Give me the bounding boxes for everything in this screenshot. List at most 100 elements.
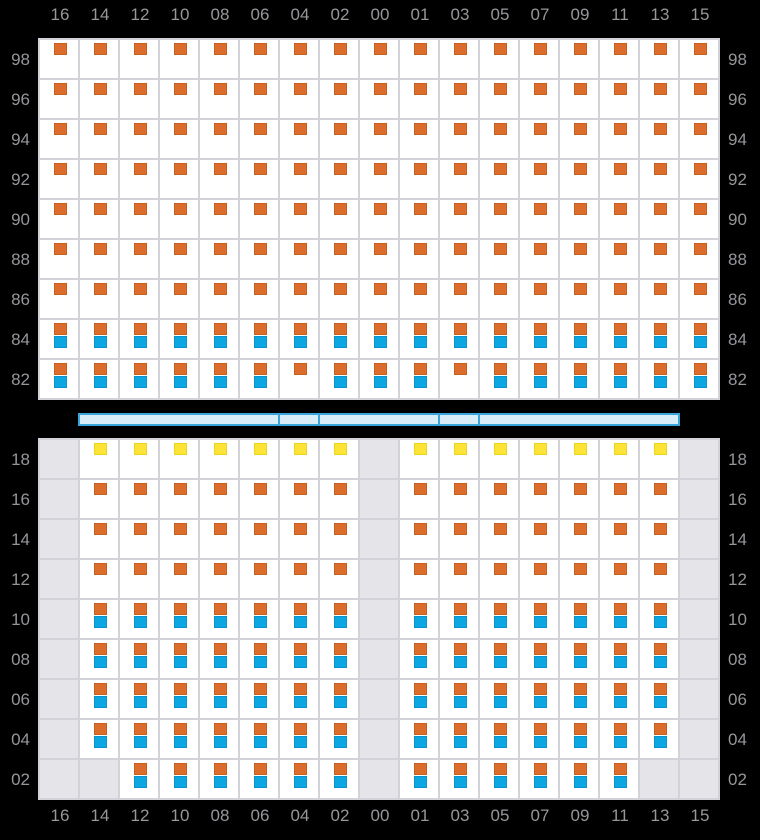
bay-cell-94-10[interactable] (160, 120, 198, 158)
bay-cell-94-13[interactable] (640, 120, 678, 158)
bay-cell-14-06[interactable] (240, 520, 278, 558)
bay-cell-90-14[interactable] (80, 200, 118, 238)
bay-cell-92-12[interactable] (120, 160, 158, 198)
bay-cell-12-10[interactable] (160, 560, 198, 598)
bay-cell-14-12[interactable] (120, 520, 158, 558)
bay-cell-14-04[interactable] (280, 520, 318, 558)
bay-cell-94-02[interactable] (320, 120, 358, 158)
bay-cell-84-05[interactable] (480, 320, 518, 358)
bay-cell-18-13[interactable] (640, 440, 678, 478)
bay-cell-88-06[interactable] (240, 240, 278, 278)
bay-cell-06-09[interactable] (560, 680, 598, 718)
bay-cell-16-05[interactable] (480, 480, 518, 518)
bay-cell-96-02[interactable] (320, 80, 358, 118)
bay-cell-04-09[interactable] (560, 720, 598, 758)
bay-cell-86-13[interactable] (640, 280, 678, 318)
bay-cell-12-08[interactable] (200, 560, 238, 598)
bay-cell-82-07[interactable] (520, 360, 558, 398)
bay-cell-86-12[interactable] (120, 280, 158, 318)
bay-cell-10-09[interactable] (560, 600, 598, 638)
bay-cell-16-02[interactable] (320, 480, 358, 518)
bay-cell-02-03[interactable] (440, 760, 478, 798)
bay-cell-12-12[interactable] (120, 560, 158, 598)
bay-cell-14-01[interactable] (400, 520, 438, 558)
bay-cell-12-07[interactable] (520, 560, 558, 598)
bay-cell-18-03[interactable] (440, 440, 478, 478)
bay-cell-96-13[interactable] (640, 80, 678, 118)
bay-cell-94-00[interactable] (360, 120, 398, 158)
bay-cell-08-13[interactable] (640, 640, 678, 678)
bay-cell-18-06[interactable] (240, 440, 278, 478)
bay-cell-16-04[interactable] (280, 480, 318, 518)
bay-cell-10-11[interactable] (600, 600, 638, 638)
bay-cell-94-01[interactable] (400, 120, 438, 158)
bay-cell-84-09[interactable] (560, 320, 598, 358)
bay-cell-92-10[interactable] (160, 160, 198, 198)
bay-cell-98-16[interactable] (40, 40, 78, 78)
bay-cell-18-14[interactable] (80, 440, 118, 478)
bay-cell-16-01[interactable] (400, 480, 438, 518)
bay-cell-82-08[interactable] (200, 360, 238, 398)
bay-cell-04-01[interactable] (400, 720, 438, 758)
bay-cell-98-14[interactable] (80, 40, 118, 78)
bay-cell-06-07[interactable] (520, 680, 558, 718)
bay-cell-86-11[interactable] (600, 280, 638, 318)
bay-cell-90-09[interactable] (560, 200, 598, 238)
bay-cell-88-08[interactable] (200, 240, 238, 278)
bay-cell-14-02[interactable] (320, 520, 358, 558)
bay-cell-98-07[interactable] (520, 40, 558, 78)
bay-cell-98-00[interactable] (360, 40, 398, 78)
bay-cell-88-07[interactable] (520, 240, 558, 278)
bay-cell-04-12[interactable] (120, 720, 158, 758)
bay-cell-06-14[interactable] (80, 680, 118, 718)
bay-cell-96-04[interactable] (280, 80, 318, 118)
bay-cell-82-04[interactable] (280, 360, 318, 398)
bay-cell-86-07[interactable] (520, 280, 558, 318)
bay-cell-12-05[interactable] (480, 560, 518, 598)
bay-cell-90-10[interactable] (160, 200, 198, 238)
bay-cell-04-06[interactable] (240, 720, 278, 758)
bay-cell-86-06[interactable] (240, 280, 278, 318)
bay-cell-12-11[interactable] (600, 560, 638, 598)
bay-cell-02-02[interactable] (320, 760, 358, 798)
bay-cell-88-16[interactable] (40, 240, 78, 278)
bay-cell-86-03[interactable] (440, 280, 478, 318)
bay-cell-84-08[interactable] (200, 320, 238, 358)
bay-cell-96-14[interactable] (80, 80, 118, 118)
bay-cell-16-12[interactable] (120, 480, 158, 518)
bay-cell-98-09[interactable] (560, 40, 598, 78)
bay-cell-12-06[interactable] (240, 560, 278, 598)
bay-cell-18-04[interactable] (280, 440, 318, 478)
bay-cell-82-09[interactable] (560, 360, 598, 398)
bay-cell-16-08[interactable] (200, 480, 238, 518)
bay-cell-02-10[interactable] (160, 760, 198, 798)
bay-cell-02-01[interactable] (400, 760, 438, 798)
bay-cell-86-16[interactable] (40, 280, 78, 318)
bay-cell-02-05[interactable] (480, 760, 518, 798)
bay-cell-90-16[interactable] (40, 200, 78, 238)
bay-cell-94-12[interactable] (120, 120, 158, 158)
bay-cell-84-10[interactable] (160, 320, 198, 358)
bay-cell-92-07[interactable] (520, 160, 558, 198)
bay-cell-88-05[interactable] (480, 240, 518, 278)
bay-cell-82-13[interactable] (640, 360, 678, 398)
bay-cell-88-11[interactable] (600, 240, 638, 278)
bay-cell-94-11[interactable] (600, 120, 638, 158)
bay-cell-16-07[interactable] (520, 480, 558, 518)
bay-cell-84-12[interactable] (120, 320, 158, 358)
bay-cell-88-04[interactable] (280, 240, 318, 278)
bay-cell-14-09[interactable] (560, 520, 598, 558)
bay-cell-16-03[interactable] (440, 480, 478, 518)
bay-cell-94-06[interactable] (240, 120, 278, 158)
bay-cell-90-00[interactable] (360, 200, 398, 238)
bay-cell-16-14[interactable] (80, 480, 118, 518)
bay-cell-96-09[interactable] (560, 80, 598, 118)
bay-cell-08-01[interactable] (400, 640, 438, 678)
bay-cell-08-03[interactable] (440, 640, 478, 678)
bay-cell-14-08[interactable] (200, 520, 238, 558)
bay-cell-86-09[interactable] (560, 280, 598, 318)
bay-cell-08-04[interactable] (280, 640, 318, 678)
bay-cell-90-08[interactable] (200, 200, 238, 238)
bay-cell-08-02[interactable] (320, 640, 358, 678)
bay-cell-94-09[interactable] (560, 120, 598, 158)
